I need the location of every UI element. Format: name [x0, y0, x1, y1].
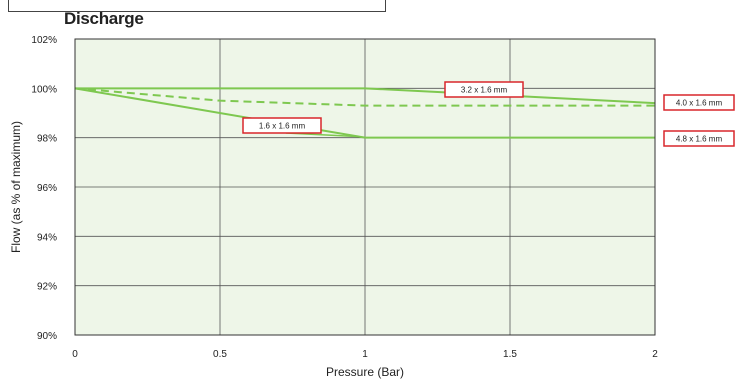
callout-box-4-0-x-1-6-mm — [663, 94, 735, 111]
callout-label-4-8-x-1-6-mm: 4.8 x 1.6 mm — [676, 135, 723, 144]
x-tick-label: 1 — [362, 349, 368, 360]
y-tick-label: 92% — [37, 282, 57, 293]
y-tick-label: 98% — [37, 134, 57, 145]
plot-border — [74, 38, 656, 336]
x-tick-label: 1.5 — [503, 349, 517, 360]
chart-title: Discharge — [64, 9, 144, 28]
callout-box-4-8-x-1-6-mm — [663, 130, 735, 147]
y-tick-label: 100% — [31, 84, 57, 95]
x-tick-label: 0.5 — [213, 349, 227, 360]
callout-box-3-2-x-1-6-mm — [444, 81, 524, 98]
y-tick-label: 96% — [37, 183, 57, 194]
header-frame — [8, 0, 386, 12]
x-tick-label: 2 — [652, 349, 658, 360]
tick-labels: 90% 92% 94% 96% 98% 100% 102% 0 0.5 1 1.5 2 — [31, 35, 658, 360]
series-line-4-0-x-1-6-mm — [74, 87, 655, 107]
y-tick-label: 94% — [37, 232, 57, 243]
x-axis-label: Pressure (Bar) — [326, 365, 404, 379]
callout-label-4-0-x-1-6-mm: 4.0 x 1.6 mm — [676, 99, 723, 108]
callout-label-3-2-x-1-6-mm: 3.2 x 1.6 mm — [461, 86, 508, 95]
y-tick-label: 102% — [31, 35, 57, 46]
callout-box-1-6-x-1-6-mm — [242, 117, 322, 134]
y-axis-label: Flow (as % of maximum) — [9, 121, 23, 253]
callout-layer: 3.2 x 1.6 mm 1.6 x 1.6 mm 4.0 x 1.6 mm 4.8 … — [242, 81, 735, 147]
y-tick-label: 90% — [37, 331, 57, 342]
callout-label-1-6-x-1-6-mm: 1.6 x 1.6 mm — [259, 122, 306, 131]
x-tick-label: 0 — [72, 349, 78, 360]
series-line-3-2-x-1-6-mm — [75, 87, 656, 105]
